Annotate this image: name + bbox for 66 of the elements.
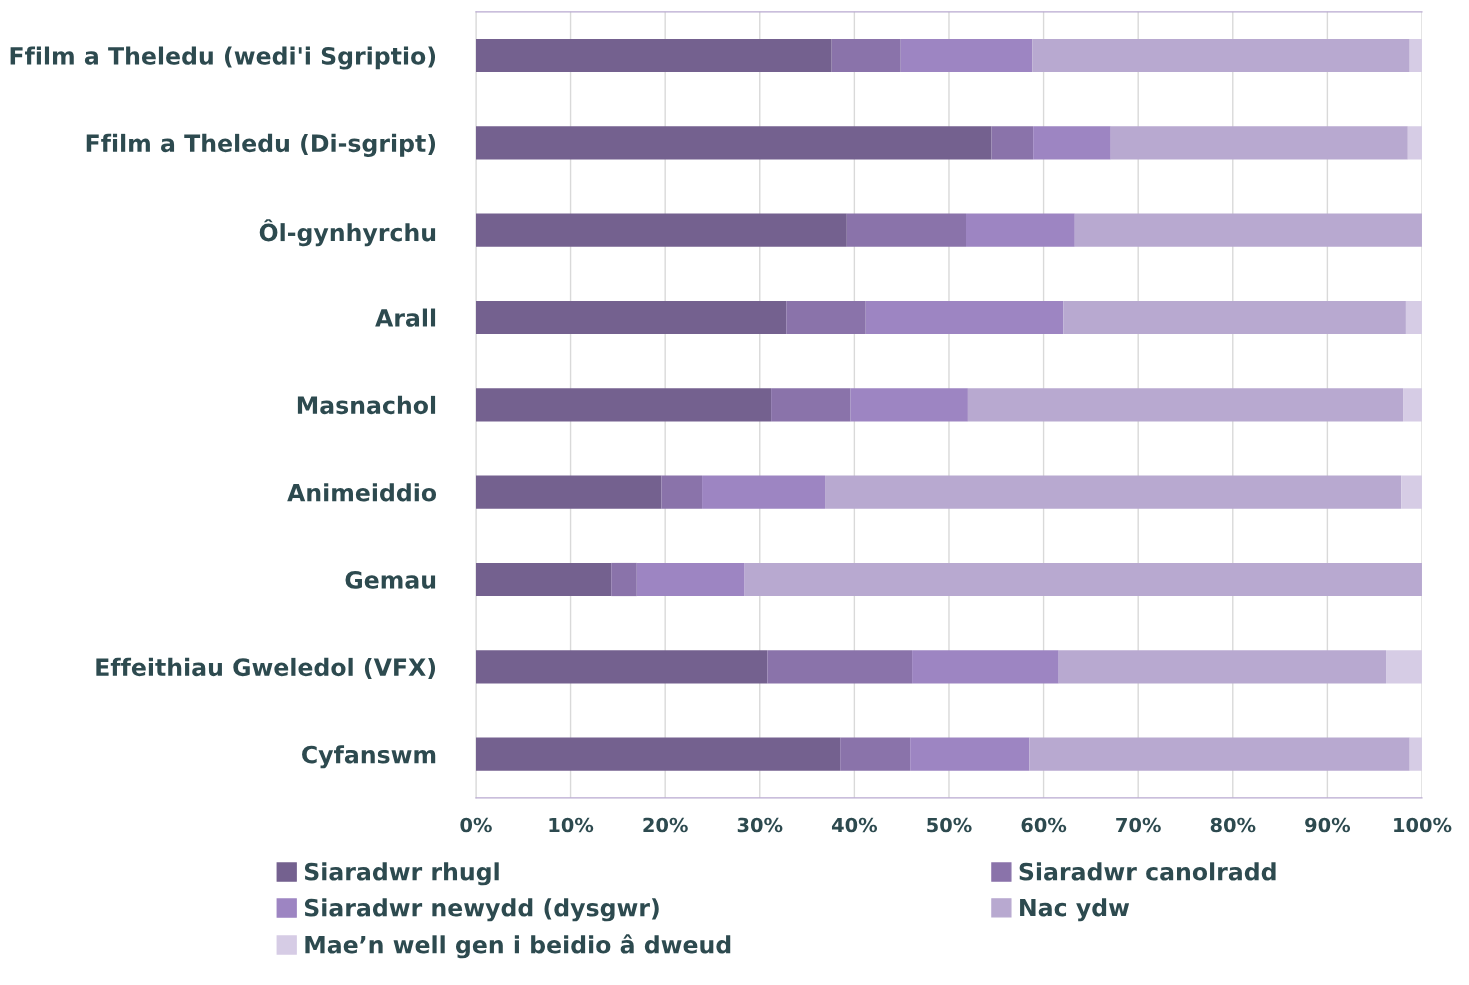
legend-label: Nac ydw (1020, 898, 1130, 922)
bar (475, 213, 847, 247)
legend-label: Mae’n well gen i beidio â dweud (305, 934, 731, 959)
x-tick-label: 80% (1210, 817, 1256, 833)
x-tick-label: 100% (1394, 817, 1452, 833)
bar (850, 388, 968, 422)
bar (831, 38, 901, 73)
x-tick-label: 50% (927, 817, 972, 833)
x-tick-label: 70% (1116, 817, 1161, 833)
y-tick-label: Ôl-gynhyrchu (259, 219, 436, 247)
x-tick-label: 90% (1305, 817, 1351, 833)
bar (475, 562, 612, 597)
bar (475, 300, 787, 335)
y-tick-label: Ffilm a Theledu (wedi'i Sgriptio) (10, 46, 436, 70)
bar (991, 126, 1034, 160)
y-tick-label: Animeiddio (287, 483, 437, 502)
bar (661, 475, 703, 509)
bar (1405, 300, 1422, 335)
bar (1407, 126, 1422, 160)
bar (744, 562, 1422, 597)
bar (636, 562, 745, 597)
bar (1033, 126, 1111, 160)
y-tick-label: Ffilm a Theledu (Di-sgript) (86, 133, 436, 157)
bar (1032, 38, 1410, 73)
bar (1110, 126, 1408, 160)
bar (1074, 213, 1422, 247)
bar (702, 475, 826, 509)
bar (475, 126, 992, 160)
bar (475, 475, 662, 509)
x-tick-label: 30% (737, 817, 783, 833)
bar (910, 737, 1030, 771)
x-tick-label: 0% (460, 817, 492, 833)
y-tick-label: Arall (375, 308, 436, 327)
bar (1029, 737, 1410, 771)
bar (475, 38, 832, 73)
bar (840, 737, 911, 771)
legend-label: Siaradwr canolradd (1019, 862, 1276, 881)
y-tick-label: Masnachol (297, 395, 436, 415)
bar (475, 650, 768, 684)
y-tick-label: Effeithiau Gweledol (VFX) (96, 657, 436, 679)
legend-label: Siaradwr newydd (dysgwr) (304, 898, 659, 922)
bar (786, 300, 866, 335)
x-tick-label: 60% (1021, 817, 1067, 833)
bar (1386, 650, 1422, 684)
bar (1058, 650, 1387, 684)
bar (611, 562, 637, 597)
bar (967, 388, 1404, 422)
x-tick-label: 10% (549, 817, 594, 833)
x-tick-label: 40% (831, 817, 878, 833)
bar (475, 737, 841, 771)
bar (900, 38, 1033, 73)
bar (1403, 388, 1422, 422)
bar (846, 213, 966, 247)
bar (767, 650, 913, 684)
bar (475, 388, 772, 422)
bar (865, 300, 1064, 335)
x-tick-label: 20% (643, 817, 688, 833)
bar (966, 213, 1075, 247)
bar (912, 650, 1059, 684)
bar (1401, 475, 1422, 509)
legend-label: Siaradwr rhugl (304, 862, 499, 886)
bar (825, 475, 1402, 509)
y-tick-label: Gemau (345, 570, 436, 589)
bar (1063, 300, 1406, 335)
y-tick-label: Cyfanswm (302, 745, 436, 769)
bar (771, 388, 851, 422)
